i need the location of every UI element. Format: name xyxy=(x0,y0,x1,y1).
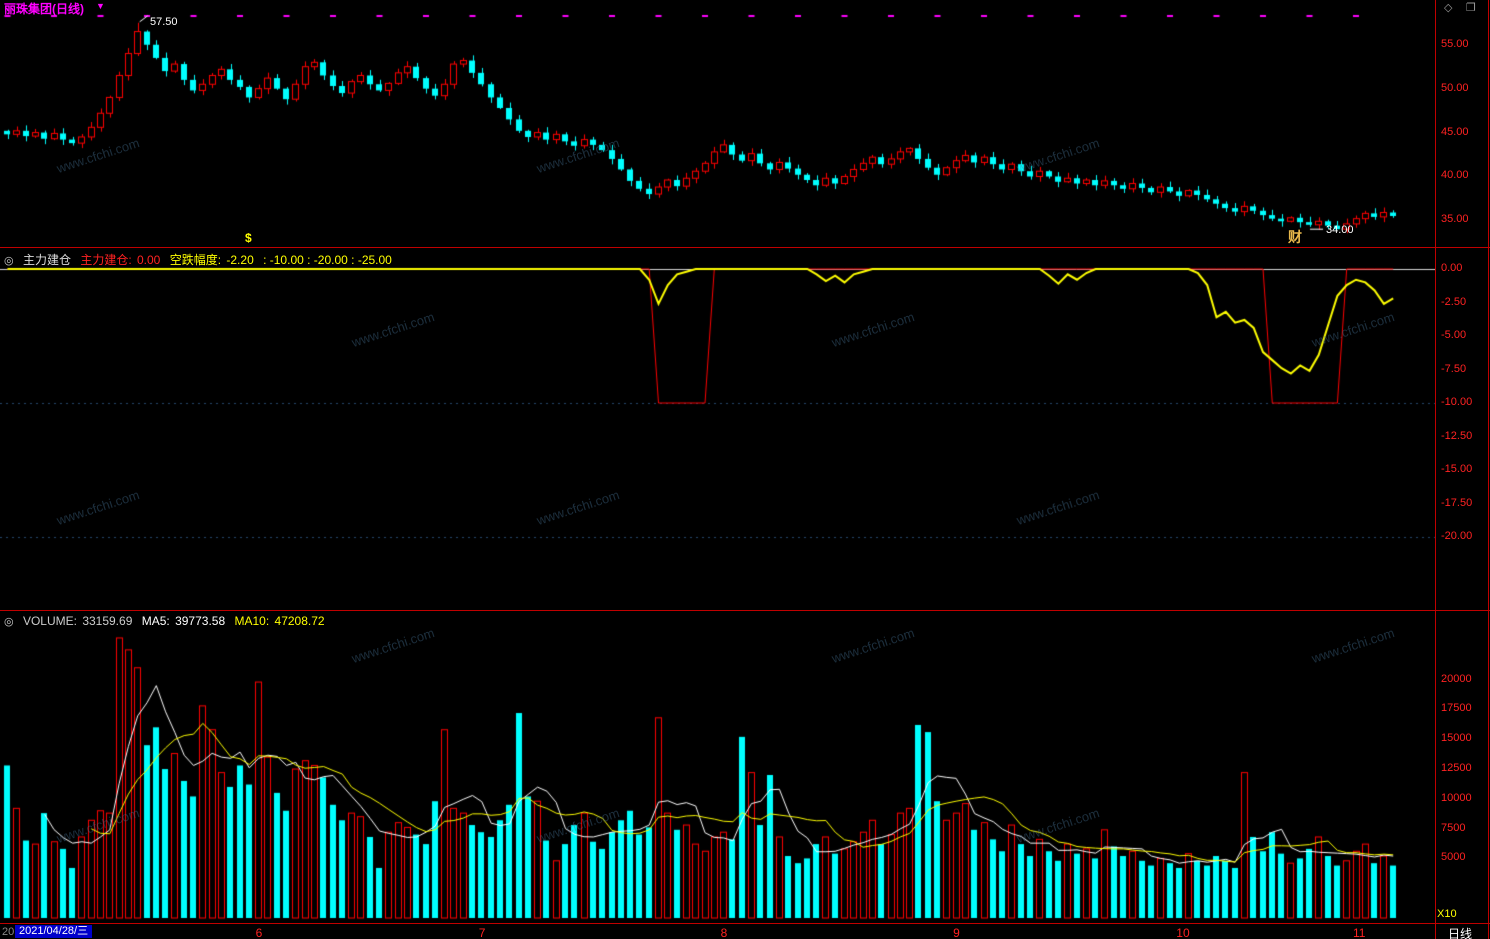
volume-axis-label: 15000 xyxy=(1441,732,1472,745)
panel-separator-1 xyxy=(0,247,1490,248)
diamond-icon[interactable]: ◇ xyxy=(1444,2,1453,14)
price-axis-label: 55.00 xyxy=(1441,37,1469,50)
ma5-label: MA5: xyxy=(141,614,170,628)
panel-separator-3 xyxy=(0,923,1490,924)
indicator-drop-label: 空跌幅度: xyxy=(169,253,222,267)
indicator-axis-label: -12.50 xyxy=(1441,429,1473,442)
cai-watermark-icon: 财 xyxy=(1288,229,1302,245)
dividend-marker: $ xyxy=(245,231,252,245)
volume-axis-label: 20000 xyxy=(1441,672,1472,685)
indicator-main-force-label: 主力建仓: xyxy=(80,253,132,267)
ma5-value: 39773.58 xyxy=(175,614,226,628)
date-prefix: 20 xyxy=(2,926,15,938)
volume-axis-label: 7500 xyxy=(1441,821,1466,834)
month-axis-label: 10 xyxy=(1176,926,1190,939)
volume-value: 33159.69 xyxy=(82,614,133,628)
ma10-value: 47208.72 xyxy=(274,614,325,628)
panel-collapse-icon[interactable]: ◎ xyxy=(4,255,14,267)
ma10-label: MA10: xyxy=(234,614,270,628)
indicator-thresholds: : -10.00 : -20.00 : -25.00 xyxy=(263,253,392,267)
month-axis-label: 9 xyxy=(953,926,960,939)
volume-multiplier-label: X10 xyxy=(1437,908,1457,920)
indicator-chart[interactable] xyxy=(0,249,1435,609)
indicator-main-force-value: 0.00 xyxy=(137,253,161,267)
start-date-box: 2021/04/28/三 xyxy=(15,925,93,938)
volume-chart[interactable] xyxy=(0,612,1435,922)
indicator-axis-label: -7.50 xyxy=(1441,362,1467,375)
last-price-annotation: 34.00 xyxy=(1326,224,1354,236)
title-dropdown-icon[interactable]: ▼ xyxy=(96,1,105,11)
price-axis-label: 35.00 xyxy=(1441,213,1469,226)
volume-axis-label: 17500 xyxy=(1441,702,1472,715)
period-label[interactable]: 日线 xyxy=(1448,927,1473,939)
volume-label: VOLUME: xyxy=(22,614,77,628)
indicator-axis-label: 0.00 xyxy=(1441,262,1463,274)
indicator-panel-title: 主力建仓 xyxy=(22,253,71,267)
indicator-drop-value: -2.20 xyxy=(226,253,254,267)
right-edge-line xyxy=(1488,0,1489,939)
indicator-axis-label: -5.00 xyxy=(1441,329,1467,341)
price-axis-label: 40.00 xyxy=(1441,169,1469,182)
indicator-axis-label: -10.00 xyxy=(1441,396,1473,408)
month-axis-label: 11 xyxy=(1353,926,1366,939)
price-axis-line xyxy=(1435,0,1436,939)
price-axis-label: 50.00 xyxy=(1441,81,1469,94)
month-axis-label: 6 xyxy=(255,926,263,939)
indicator-axis-label: -15.00 xyxy=(1441,463,1473,475)
volume-axis-label: 12500 xyxy=(1441,762,1472,775)
indicator-panel-header: ◎ 主力建仓 主力建仓: 0.00 空跌幅度: -2.20 : -10.00 :… xyxy=(4,251,398,267)
title-bar: 丽珠集团(日线) ▼ ◇ ❐ xyxy=(0,0,1490,16)
volume-axis-label: 5000 xyxy=(1441,851,1466,864)
stock-title: 丽珠集团(日线) xyxy=(4,2,84,16)
main-price-chart[interactable] xyxy=(0,13,1435,246)
panel-collapse-icon-2[interactable]: ◎ xyxy=(4,616,14,628)
month-axis-label: 8 xyxy=(720,926,728,939)
month-axis-label: 7 xyxy=(478,926,486,939)
peak-price-annotation: 57.50 xyxy=(150,16,178,28)
volume-axis-label: 10000 xyxy=(1441,791,1472,804)
restore-window-icon[interactable]: ❐ xyxy=(1466,2,1476,14)
price-axis-label: 45.00 xyxy=(1441,125,1469,138)
indicator-axis-label: -20.00 xyxy=(1441,530,1473,542)
panel-separator-2 xyxy=(0,610,1490,611)
indicator-axis-label: -17.50 xyxy=(1441,496,1473,509)
indicator-axis-label: -2.50 xyxy=(1441,295,1467,308)
volume-panel-header: ◎ VOLUME: 33159.69 MA5: 39773.58 MA10: 4… xyxy=(4,614,331,628)
